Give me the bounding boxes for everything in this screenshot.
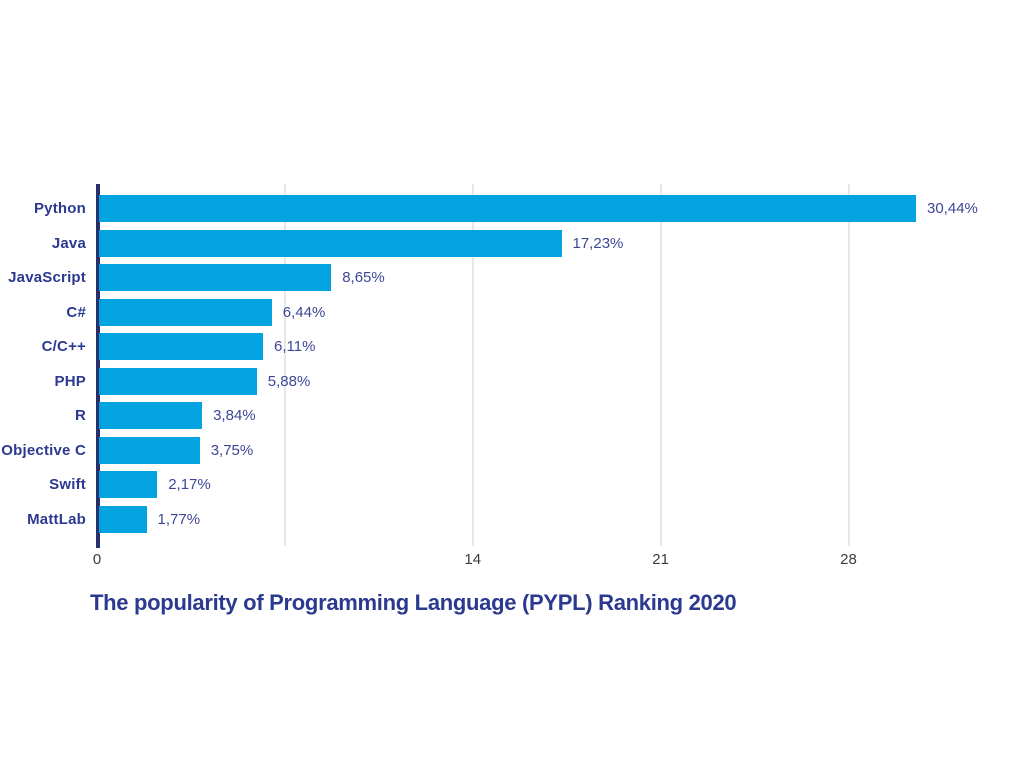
bar <box>99 264 332 291</box>
category-label: JavaScript <box>8 269 86 286</box>
x-tick-label: 28 <box>840 551 857 568</box>
gridline-x-28 <box>847 184 850 546</box>
x-tick-label: 21 <box>652 551 669 568</box>
value-label: 5,88% <box>267 372 311 390</box>
value-label: 30,44% <box>927 200 978 217</box>
category-label: PHP <box>54 372 86 390</box>
category-label: Python <box>33 200 86 217</box>
bar <box>99 505 147 533</box>
value-label: 6,44% <box>282 303 326 321</box>
x-tick-label: 14 <box>464 551 482 568</box>
gridline-x-7 <box>283 184 286 546</box>
bar <box>99 367 257 395</box>
y-axis-line <box>96 184 100 548</box>
value-label: 17,23% <box>572 234 624 252</box>
category-label: Java <box>51 234 86 252</box>
chart-title: The popularity of Programming Language (… <box>90 590 737 615</box>
x-tick-label: 0 <box>92 551 102 568</box>
category-label: Objective C <box>1 441 86 459</box>
category-label: MattLab <box>27 510 86 528</box>
category-label: Swift <box>49 476 86 493</box>
gridline-x-21 <box>659 184 662 546</box>
value-label: 2,17% <box>168 476 211 493</box>
bar <box>99 436 200 464</box>
bar <box>99 229 562 257</box>
category-label: R <box>74 407 86 424</box>
value-label: 3,84% <box>213 407 256 424</box>
value-label: 1,77% <box>157 510 201 528</box>
value-label: 8,65% <box>342 269 385 286</box>
gridline-x-14 <box>471 184 474 546</box>
value-label: 6,11% <box>274 338 316 355</box>
category-label: C/C++ <box>41 338 86 355</box>
value-label: 3,75% <box>210 441 254 459</box>
bar <box>99 402 203 429</box>
bar <box>99 333 263 360</box>
bar <box>99 471 158 498</box>
bar <box>99 195 916 222</box>
category-label: C# <box>66 303 86 321</box>
bar <box>99 298 272 326</box>
